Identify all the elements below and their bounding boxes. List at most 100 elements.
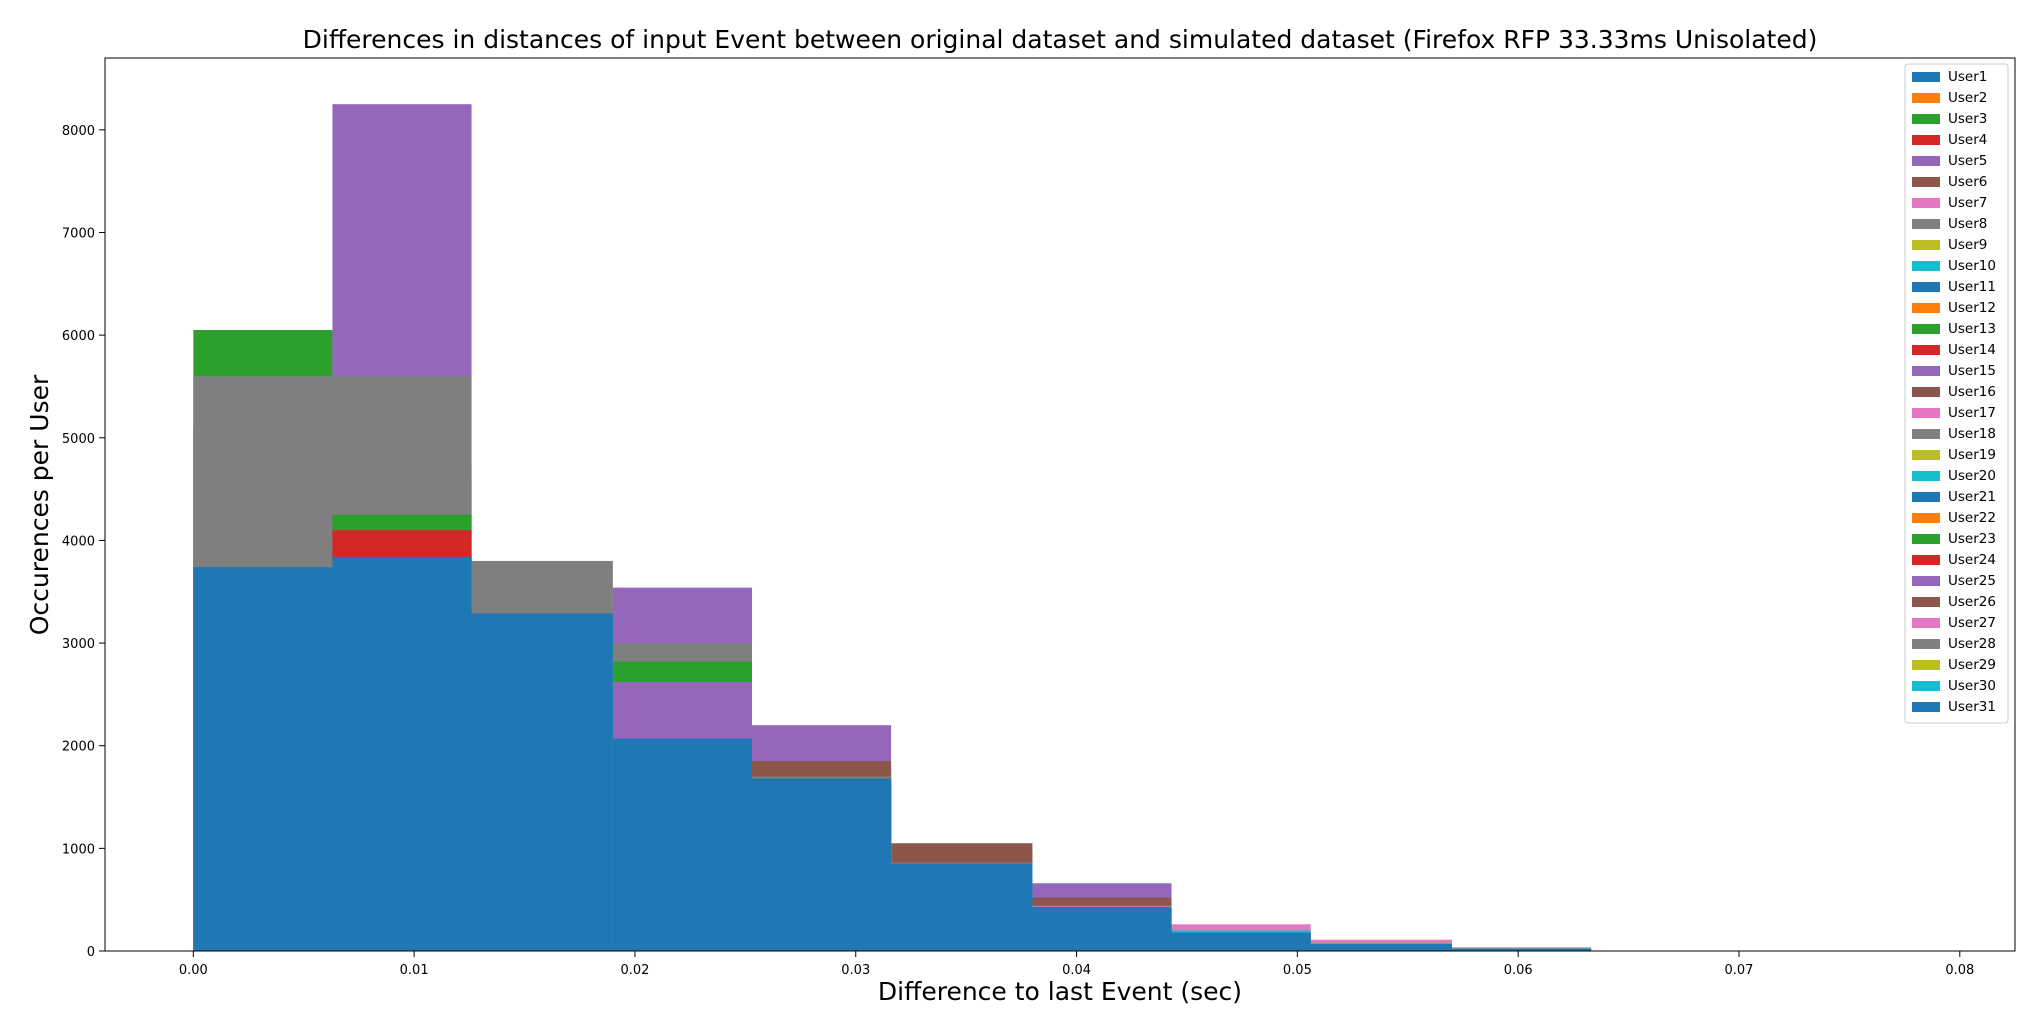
legend-label-user25: User25 <box>1948 573 1996 589</box>
legend-label-user31: User31 <box>1948 699 1996 715</box>
legend-swatch-user12 <box>1912 303 1940 313</box>
legend-swatch-user16 <box>1912 387 1940 397</box>
legend-swatch-user4 <box>1912 135 1940 145</box>
x-tick-label-1: 0.01 <box>400 963 429 978</box>
y-tick-label-7: 7000 <box>62 226 95 241</box>
legend-label-user19: User19 <box>1948 447 1996 463</box>
bar-user31-bin-4 <box>751 778 892 951</box>
legend-label-user9: User9 <box>1948 237 1987 253</box>
legend-label-user6: User6 <box>1948 174 1987 190</box>
legend-swatch-user10 <box>1912 261 1940 271</box>
x-tick-label-4: 0.04 <box>1062 963 1091 978</box>
y-tick-label-8: 8000 <box>62 124 95 139</box>
legend-swatch-user18 <box>1912 429 1940 439</box>
legend-label-user29: User29 <box>1948 657 1996 673</box>
x-tick-label-8: 0.08 <box>1945 963 1974 978</box>
y-tick-label-6: 6000 <box>62 329 95 344</box>
legend-label-user20: User20 <box>1948 468 1996 484</box>
legend-label-user12: User12 <box>1948 300 1996 316</box>
legend-swatch-user8 <box>1912 219 1940 229</box>
legend-label-user15: User15 <box>1948 363 1996 379</box>
legend-label-user2: User2 <box>1948 90 1987 106</box>
legend-label-user18: User18 <box>1948 426 1996 442</box>
legend-label-user24: User24 <box>1948 552 1996 568</box>
legend-swatch-user2 <box>1912 93 1940 103</box>
legend-swatch-user27 <box>1912 618 1940 628</box>
bar-user31-bin-1 <box>332 556 472 951</box>
legend-label-user10: User10 <box>1948 258 1996 274</box>
x-tick-label-5: 0.05 <box>1283 963 1312 978</box>
legend-swatch-user11 <box>1912 282 1940 292</box>
y-tick-label-4: 4000 <box>62 534 95 549</box>
legend-label-user17: User17 <box>1948 405 1996 421</box>
legend-swatch-user23 <box>1912 534 1940 544</box>
bar-user31-bin-6 <box>1032 906 1172 951</box>
x-tick-label-6: 0.06 <box>1504 963 1533 978</box>
bar-user31-bin-7 <box>1171 932 1311 951</box>
legend-swatch-user6 <box>1912 177 1940 187</box>
legend-swatch-user26 <box>1912 597 1940 607</box>
x-tick-label-2: 0.02 <box>620 963 649 978</box>
x-tick-label-7: 0.07 <box>1725 963 1754 978</box>
legend-label-user4: User4 <box>1948 132 1987 148</box>
legend-swatch-user31 <box>1912 702 1940 712</box>
bar-user31-bin-5 <box>891 863 1033 951</box>
legend-label-user7: User7 <box>1948 195 1987 211</box>
y-tick-label-1: 1000 <box>62 842 95 857</box>
chart-title: Differences in distances of input Event … <box>303 25 1818 54</box>
legend-label-user8: User8 <box>1948 216 1987 232</box>
x-axis: 0.00 0.01 0.02 0.03 0.04 0.05 0.06 0.07 0.08 <box>179 951 1974 978</box>
legend-swatch-user28 <box>1912 639 1940 649</box>
legend-swatch-user1 <box>1912 72 1940 82</box>
bar-user31-bin-2 <box>471 613 613 951</box>
y-tick-label-5: 5000 <box>62 432 95 447</box>
legend-swatch-user5 <box>1912 156 1940 166</box>
legend-label-user22: User22 <box>1948 510 1996 526</box>
legend-swatch-user17 <box>1912 408 1940 418</box>
legend-swatch-user14 <box>1912 345 1940 355</box>
legend-label-user16: User16 <box>1948 384 1996 400</box>
legend-swatch-user13 <box>1912 324 1940 334</box>
legend-swatch-user3 <box>1912 114 1940 124</box>
legend-label-user13: User13 <box>1948 321 1996 337</box>
legend-label-user3: User3 <box>1948 111 1987 127</box>
legend-swatch-user21 <box>1912 492 1940 502</box>
legend-label-user23: User23 <box>1948 531 1996 547</box>
legend-label-user5: User5 <box>1948 153 1987 169</box>
legend-swatch-user15 <box>1912 366 1940 376</box>
bar-user31-bin-3 <box>612 738 752 951</box>
legend-label-user27: User27 <box>1948 615 1996 631</box>
legend-swatch-user25 <box>1912 576 1940 586</box>
bar-user31-bin-9 <box>1451 948 1592 951</box>
bar-user31-bin-0 <box>193 567 333 951</box>
legend-swatch-user19 <box>1912 450 1940 460</box>
legend-swatch-user9 <box>1912 240 1940 250</box>
x-axis-label: Difference to last Event (sec) <box>878 977 1242 1006</box>
y-tick-label-3: 3000 <box>62 637 95 652</box>
y-tick-label-0: 0 <box>87 945 95 960</box>
legend-swatch-user22 <box>1912 513 1940 523</box>
plot-frame <box>104 57 2016 952</box>
legend-swatch-user24 <box>1912 555 1940 565</box>
x-tick-label-0: 0.00 <box>179 963 208 978</box>
y-axis: 0 1000 2000 3000 4000 5000 6000 7000 8000 <box>62 124 105 960</box>
y-axis-label: Occurences per User <box>25 374 54 635</box>
y-tick-label-2: 2000 <box>62 740 95 755</box>
x-tick-label-3: 0.03 <box>841 963 870 978</box>
legend-label-user21: User21 <box>1948 489 1996 505</box>
histogram-bars <box>193 104 1592 952</box>
legend-label-user1: User1 <box>1948 69 1987 85</box>
legend-label-user28: User28 <box>1948 636 1996 652</box>
legend-swatch-user7 <box>1912 198 1940 208</box>
legend-label-user30: User30 <box>1948 678 1996 694</box>
legend-label-user14: User14 <box>1948 342 1996 358</box>
legend: User1 User2 User3 User4 User5 User6 User7 User8… <box>1904 63 2009 724</box>
legend-label-user26: User26 <box>1948 594 1996 610</box>
bar-user31-bin-8 <box>1310 943 1452 951</box>
legend-label-user11: User11 <box>1948 279 1996 295</box>
legend-swatch-user20 <box>1912 471 1940 481</box>
legend-swatch-user30 <box>1912 681 1940 691</box>
legend-swatch-user29 <box>1912 660 1940 670</box>
